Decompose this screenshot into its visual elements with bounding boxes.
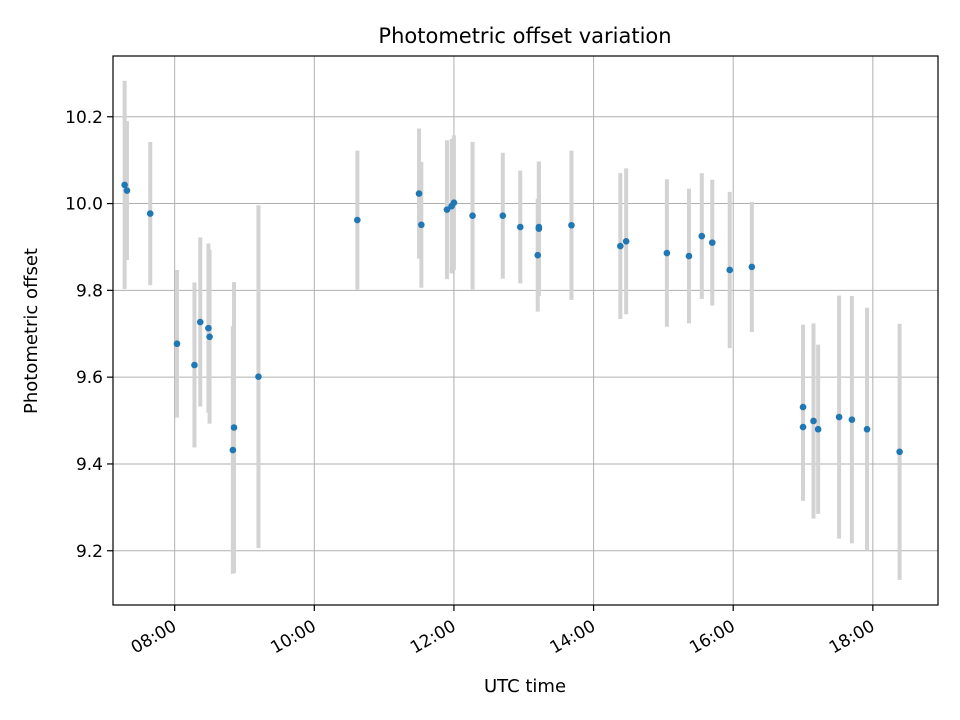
data-point <box>206 333 213 341</box>
y-tick-label: 9.4 <box>76 455 103 475</box>
data-points <box>121 181 903 456</box>
data-point <box>568 221 575 229</box>
y-tick-label: 10.2 <box>65 108 103 128</box>
data-point <box>726 266 734 274</box>
data-point <box>663 249 671 257</box>
data-point <box>418 221 425 229</box>
data-point <box>622 238 630 245</box>
chart-title: Photometric offset variation <box>378 24 671 48</box>
data-point <box>499 212 507 220</box>
data-point <box>415 190 423 197</box>
data-point <box>450 199 458 206</box>
data-point <box>229 446 237 454</box>
data-point <box>469 212 476 220</box>
data-point <box>516 223 524 231</box>
data-point <box>230 424 238 431</box>
data-point <box>205 324 212 332</box>
y-tick-label: 9.2 <box>76 542 103 562</box>
data-point <box>685 252 693 260</box>
data-point <box>799 403 807 411</box>
data-point <box>534 251 542 259</box>
data-point <box>123 187 131 194</box>
data-point <box>698 232 706 240</box>
plot-frame <box>112 55 939 606</box>
data-point <box>896 448 903 456</box>
data-point <box>535 225 543 233</box>
data-point <box>191 361 198 369</box>
data-point <box>799 423 807 431</box>
data-point <box>617 242 624 250</box>
y-tick-label: 9.8 <box>76 281 103 301</box>
data-point <box>146 210 154 217</box>
data-point <box>748 263 756 271</box>
y-tick-label: 10.0 <box>65 195 103 215</box>
data-point <box>443 206 451 213</box>
data-point <box>848 416 856 423</box>
data-point <box>173 340 181 348</box>
data-point <box>814 425 822 433</box>
data-point <box>121 181 128 189</box>
x-axis-label: UTC time <box>484 676 566 697</box>
data-point <box>708 239 716 246</box>
y-tick-label: 9.6 <box>76 368 103 388</box>
data-point <box>835 413 843 421</box>
data-point <box>255 373 262 381</box>
data-point <box>196 318 204 326</box>
data-point <box>354 216 361 224</box>
y-axis-label: Photometric offset <box>21 248 42 414</box>
data-point <box>863 425 871 433</box>
data-point <box>810 417 817 425</box>
